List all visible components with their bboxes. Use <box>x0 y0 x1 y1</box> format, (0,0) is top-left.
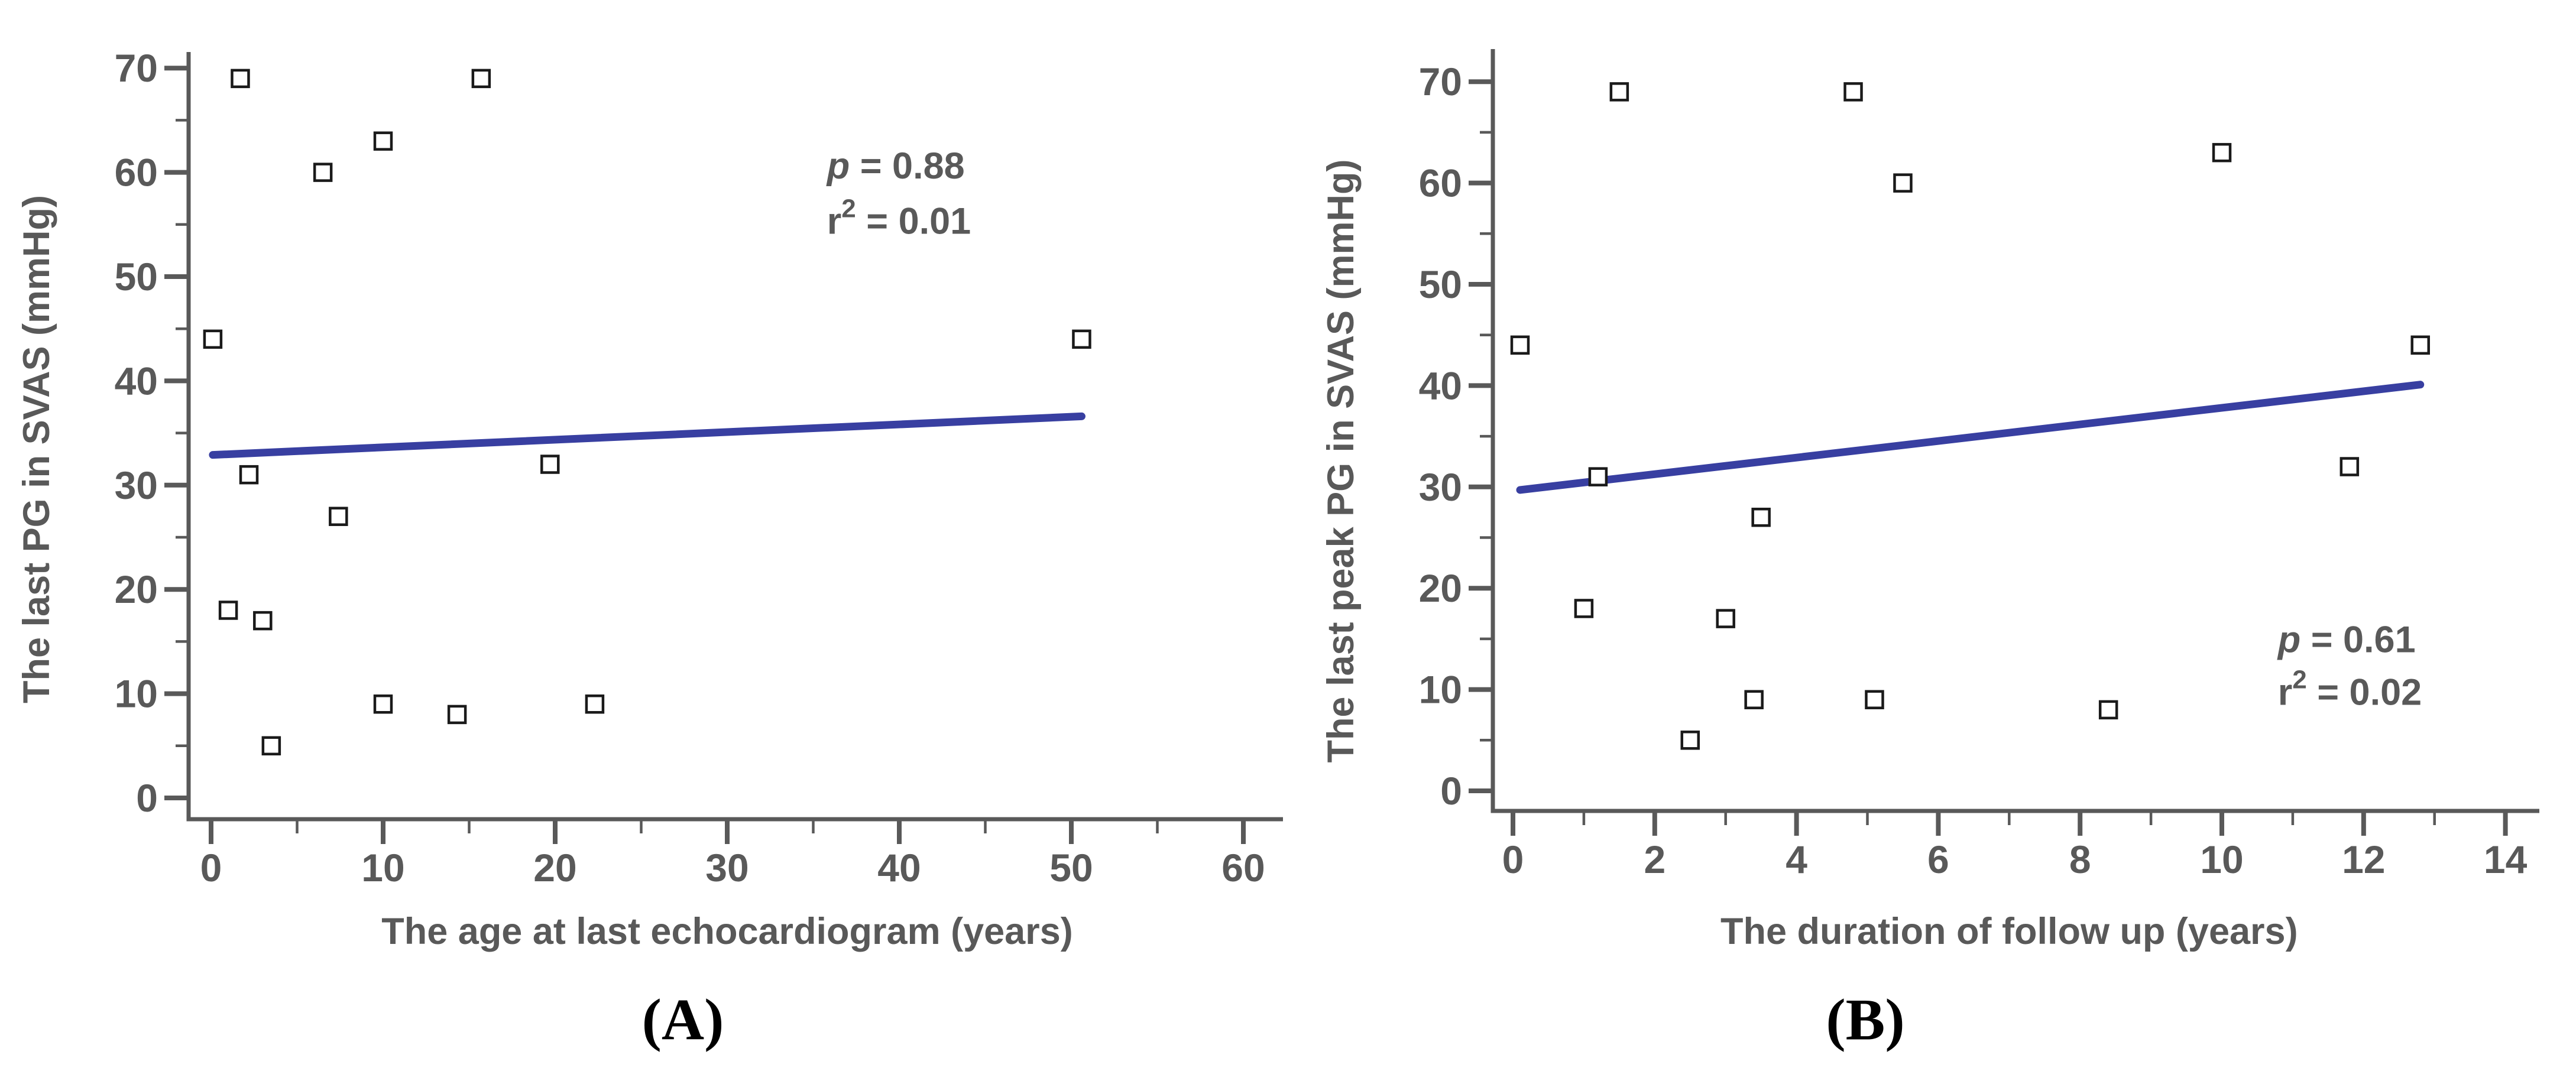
data-point-square <box>1574 599 1594 618</box>
data-point-square <box>329 507 348 526</box>
y-tick-label: 70 <box>1419 60 1462 103</box>
y-tick-label: 50 <box>1419 262 1462 306</box>
x-tick-label: 14 <box>2484 838 2528 881</box>
x-tick-label: 10 <box>361 846 404 890</box>
data-point-square <box>1680 731 1700 750</box>
data-point-square <box>239 465 259 485</box>
annotation-p-value: = 0.88 <box>850 145 964 187</box>
x-tick-label: 2 <box>1644 838 1666 881</box>
x-tick-label: 6 <box>1927 838 1949 881</box>
data-point-square <box>1744 690 1764 709</box>
data-point-square <box>1588 467 1608 486</box>
data-point-square <box>1865 690 1884 709</box>
data-point-square <box>1609 82 1629 102</box>
data-point-square <box>471 69 491 89</box>
annotation-r2-var: r <box>827 201 842 242</box>
y-tick-label: 30 <box>115 463 158 507</box>
x-tick-label: 30 <box>705 846 749 890</box>
x-tick-label: 12 <box>2342 838 2385 881</box>
x-tick-label: 20 <box>533 846 576 890</box>
x-tick-label: 10 <box>2200 838 2243 881</box>
annotation-p: p = 0.61 <box>2277 619 2416 661</box>
y-tick-label: 20 <box>1419 566 1462 610</box>
x-axis-title: The duration of follow up (years) <box>1720 911 2298 952</box>
y-tick-label: 0 <box>1440 769 1462 813</box>
trend-line <box>209 412 1086 459</box>
y-tick-label: 60 <box>115 151 158 194</box>
y-tick-label: 10 <box>115 672 158 716</box>
y-tick-label: 10 <box>1419 668 1462 712</box>
y-tick-label: 50 <box>115 255 158 298</box>
data-point-square <box>2410 335 2430 355</box>
data-point-square <box>373 694 393 714</box>
data-point-square <box>203 329 223 349</box>
x-tick-label: 4 <box>1786 838 1807 881</box>
panel-caption: (A) <box>642 987 724 1053</box>
y-tick-label: 30 <box>1419 465 1462 509</box>
trend-line <box>1516 381 2425 494</box>
y-axis-title: The last PG in SVAS (mmHg) <box>16 195 57 703</box>
data-point-square <box>540 455 560 474</box>
x-tick-label: 0 <box>200 846 222 890</box>
data-point-square <box>1751 507 1771 527</box>
x-tick-label: 8 <box>2069 838 2091 881</box>
data-point-square <box>231 69 250 89</box>
data-point-square <box>1843 82 1863 102</box>
annotation-r2-value: = 0.01 <box>856 201 971 242</box>
x-tick-label: 40 <box>877 846 921 890</box>
data-point-square <box>253 611 273 631</box>
data-point-square <box>1893 173 1913 193</box>
panel-caption: (B) <box>1826 987 1904 1053</box>
data-point-square <box>1510 335 1530 355</box>
annotation-r2-sup: 2 <box>841 194 856 223</box>
x-axis-title: The age at last echocardiogram (years) <box>381 911 1072 952</box>
annotation-r2-value: = 0.02 <box>2307 672 2422 713</box>
data-point-square <box>2340 457 2360 476</box>
x-tick-label: 60 <box>1221 846 1265 890</box>
y-tick-label: 60 <box>1419 161 1462 205</box>
data-point-square <box>585 694 605 714</box>
y-tick-label: 0 <box>136 776 158 820</box>
data-point-square <box>261 736 281 756</box>
annotation-r2-sup: 2 <box>2292 665 2306 694</box>
annotation-r2-var: r <box>2278 672 2293 713</box>
data-point-square <box>1072 329 1091 349</box>
x-tick-label: 0 <box>1502 838 1524 881</box>
annotation-p-value: = 0.61 <box>2300 619 2415 661</box>
annotation-p: p = 0.88 <box>826 145 965 187</box>
annotation-p-var: p <box>826 145 850 187</box>
annotation-r2: r2 = 0.01 <box>827 194 971 242</box>
x-tick-label: 50 <box>1049 846 1093 890</box>
data-point-square <box>1716 609 1735 628</box>
annotation-r2: r2 = 0.02 <box>2278 665 2422 713</box>
y-axis-title: The last peak PG in SVAS (mmHg) <box>1320 159 1362 762</box>
annotation-p-var: p <box>2277 619 2300 661</box>
y-tick-label: 20 <box>115 567 158 611</box>
y-tick-label: 40 <box>115 359 158 403</box>
data-point-square <box>2098 700 2118 720</box>
data-point-square <box>447 705 467 725</box>
data-point-square <box>373 131 393 151</box>
y-tick-label: 40 <box>1419 364 1462 407</box>
data-point-square <box>2212 142 2232 163</box>
data-point-square <box>218 601 238 620</box>
data-point-square <box>313 163 333 182</box>
y-tick-label: 70 <box>115 46 158 90</box>
